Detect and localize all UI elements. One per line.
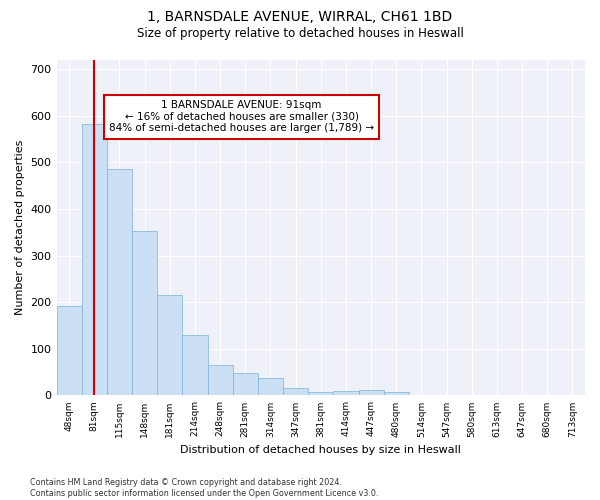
Bar xyxy=(283,388,308,396)
Bar xyxy=(56,306,82,396)
Bar xyxy=(132,231,157,396)
Bar xyxy=(182,335,208,396)
X-axis label: Distribution of detached houses by size in Heswall: Distribution of detached houses by size … xyxy=(181,445,461,455)
Bar xyxy=(82,124,107,396)
Bar xyxy=(359,390,383,396)
Bar xyxy=(383,392,409,396)
Bar xyxy=(308,392,334,396)
Bar xyxy=(157,295,182,396)
Bar xyxy=(233,372,258,396)
Y-axis label: Number of detached properties: Number of detached properties xyxy=(15,140,25,316)
Bar xyxy=(107,170,132,396)
Text: 1 BARNSDALE AVENUE: 91sqm
← 16% of detached houses are smaller (330)
84% of semi: 1 BARNSDALE AVENUE: 91sqm ← 16% of detac… xyxy=(109,100,374,134)
Bar xyxy=(258,378,283,396)
Bar xyxy=(334,391,359,396)
Text: Size of property relative to detached houses in Heswall: Size of property relative to detached ho… xyxy=(137,28,463,40)
Text: 1, BARNSDALE AVENUE, WIRRAL, CH61 1BD: 1, BARNSDALE AVENUE, WIRRAL, CH61 1BD xyxy=(148,10,452,24)
Text: Contains HM Land Registry data © Crown copyright and database right 2024.
Contai: Contains HM Land Registry data © Crown c… xyxy=(30,478,379,498)
Bar xyxy=(208,365,233,396)
